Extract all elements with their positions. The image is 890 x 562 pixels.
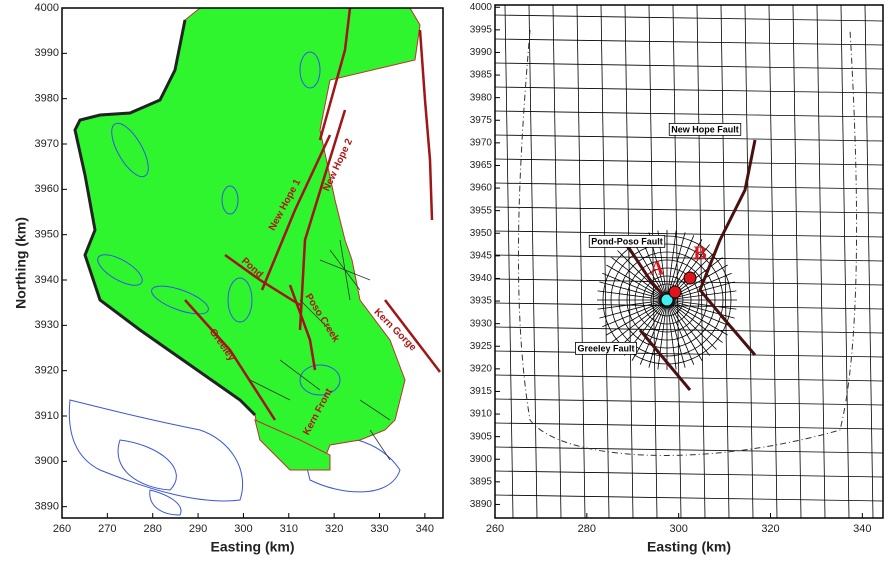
boundary [73, 19, 257, 417]
x-tick-label: 330 [370, 523, 388, 535]
x-tick-label: 310 [280, 523, 298, 535]
y-tick-label: 3890 [35, 501, 59, 513]
y-tick-label: 3990 [35, 47, 59, 59]
y-tick-label: 3965 [470, 160, 493, 171]
mesh-ring [618, 251, 716, 349]
x-axis-label: Easting (km) [210, 539, 294, 555]
annotation: Pond-Poso Fault [591, 236, 663, 246]
well [660, 293, 674, 307]
fractures [249, 239, 391, 461]
annotation: New Hope Fault [671, 124, 739, 134]
grid-mesh [495, 5, 883, 518]
y-tick-label: 3925 [470, 341, 493, 352]
x-tick-label: 320 [761, 523, 779, 535]
y-tick-label: 3985 [470, 70, 493, 81]
faults [625, 139, 757, 391]
y-tick-label: 3930 [35, 319, 59, 331]
y-tick-label: 3990 [470, 47, 493, 58]
y-tick-label: 4000 [35, 2, 59, 14]
mesh-ring [658, 291, 676, 309]
x-axis-label: Easting (km) [647, 539, 731, 555]
x-tick-label: 340 [416, 523, 434, 535]
y-tick-label: 3910 [35, 410, 59, 422]
y-tick-label: 3940 [35, 274, 59, 286]
contours [97, 51, 341, 396]
y-tick-label: 4000 [470, 2, 493, 13]
x-tick-label: 290 [189, 523, 207, 535]
annotation-box [575, 341, 637, 355]
y-tick-label: 3900 [470, 454, 493, 465]
annotation: Greeley Fault [577, 343, 634, 353]
plot-frame [61, 7, 444, 519]
y-tick-label: 3905 [470, 431, 493, 442]
y-tick-label: 3970 [470, 137, 493, 148]
y-tick-label: 3945 [470, 250, 493, 261]
y-tick-label: 3895 [470, 476, 493, 487]
y-tick-label: 3900 [35, 455, 59, 467]
y-tick-label: 3955 [470, 205, 493, 216]
mesh-ring [650, 283, 684, 317]
faults [184, 8, 441, 421]
x-tick-label: 260 [486, 523, 504, 535]
x-tick-label: 300 [234, 523, 252, 535]
y-tick-label: 3940 [470, 273, 493, 284]
plot-frame [494, 4, 884, 519]
left-map [68, 8, 441, 516]
mesh-lines [495, 5, 883, 518]
mesh-ring [642, 275, 692, 325]
x-tick-label: 260 [53, 523, 71, 535]
annotation: A [650, 258, 665, 280]
x-tick-label: 280 [578, 523, 596, 535]
y-tick-label: 3975 [470, 115, 493, 126]
reservoir-area [74, 8, 421, 471]
y-tick-label: 3910 [470, 409, 493, 420]
reservoir-island [254, 419, 331, 471]
domain-boundary [517, 29, 858, 456]
y-tick-label: 3950 [470, 228, 493, 239]
y-tick-label: 3935 [470, 296, 493, 307]
x-tick-label: 300 [669, 523, 687, 535]
annotation-box [668, 122, 742, 136]
y-tick-label: 3960 [35, 183, 59, 195]
y-tick-label: 3890 [470, 499, 493, 510]
x-tick-label: 280 [144, 523, 162, 535]
right-map [517, 29, 858, 456]
y-tick-label: 3970 [35, 138, 59, 150]
y-tick-label: 3950 [35, 229, 59, 241]
y-tick-label: 3915 [470, 386, 493, 397]
point-a [668, 285, 682, 299]
point-b [683, 271, 697, 285]
annotation: B [693, 243, 706, 265]
y-tick-label: 3960 [470, 183, 493, 194]
y-tick-label: 3995 [470, 24, 493, 35]
y-axis-label: Northing (km) [13, 217, 29, 309]
x-tick-label: 320 [325, 523, 343, 535]
annotation-box [588, 234, 666, 248]
mesh-ring [634, 267, 700, 333]
y-tick-label: 3980 [35, 93, 59, 105]
y-tick-label: 3980 [470, 92, 493, 103]
x-tick-label: 340 [853, 523, 871, 535]
y-tick-label: 3920 [35, 365, 59, 377]
x-tick-label: 270 [98, 523, 116, 535]
y-tick-label: 3930 [470, 318, 493, 329]
y-tick-label: 3920 [470, 363, 493, 374]
mesh-ring [610, 243, 724, 357]
